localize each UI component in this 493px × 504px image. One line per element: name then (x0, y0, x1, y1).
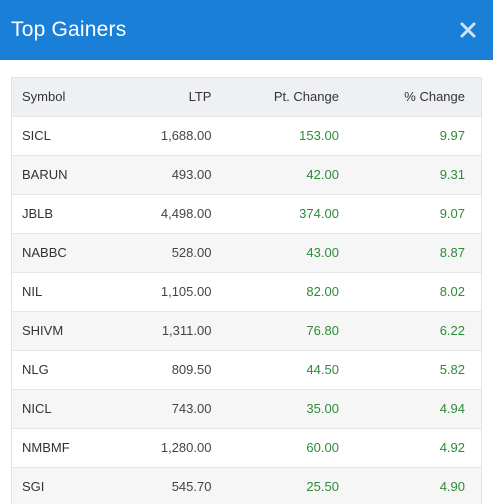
pct-change-cell: 9.97 (439, 128, 465, 143)
pt-change-cell: 76.80 (306, 323, 339, 338)
pct-change-cell: 4.90 (439, 479, 465, 495)
table-row[interactable]: JBLB 4,498.00 374.00 9.07 (12, 194, 481, 233)
pt-change-cell: 153.00 (299, 128, 339, 143)
pct-change-cell: 9.07 (439, 206, 465, 221)
close-icon[interactable] (456, 18, 480, 42)
table-row[interactable]: NIL 1,105.00 82.00 8.02 (12, 272, 481, 311)
column-header-pt-change[interactable]: Pt. Change (273, 89, 339, 105)
column-header-symbol[interactable]: Symbol (22, 89, 66, 105)
pt-change-cell: 82.00 (306, 284, 339, 299)
pt-change-cell: 374.00 (299, 206, 339, 221)
symbol-cell[interactable]: NICL (22, 401, 52, 416)
symbol-cell[interactable]: SICL (22, 128, 51, 143)
pct-change-cell: 9.31 (439, 167, 465, 182)
modal-title: Top Gainers (11, 18, 127, 41)
ltp-cell: 1,105.00 (160, 284, 212, 299)
pct-change-cell: 4.92 (439, 440, 465, 455)
pct-change-cell: 6.22 (439, 323, 465, 338)
pt-change-cell: 44.50 (306, 362, 339, 377)
table-body: SICL 1,688.00 153.00 9.97 BARUN 493.00 42.00 9.… (12, 116, 481, 504)
pct-change-cell: 4.94 (439, 401, 465, 416)
ltp-cell: 4,498.00 (160, 206, 212, 221)
symbol-cell[interactable]: JBLB (22, 206, 54, 221)
table-row[interactable]: NICL 743.00 35.00 4.94 (12, 389, 481, 428)
ltp-cell: 528.00 (171, 245, 212, 260)
symbol-cell[interactable]: NABBC (22, 245, 67, 260)
ltp-cell: 1,688.00 (160, 128, 212, 143)
table-row[interactable]: NLG 809.50 44.50 5.82 (12, 350, 481, 389)
table-row[interactable]: SGI 545.70 25.50 4.90 (12, 467, 481, 504)
column-header-pct-change[interactable]: % Change (404, 89, 465, 105)
table-row[interactable]: NMBMF 1,280.00 60.00 4.92 (12, 428, 481, 467)
table-row[interactable]: BARUN 493.00 42.00 9.31 (12, 155, 481, 194)
symbol-cell[interactable]: SHIVM (22, 323, 64, 338)
ltp-cell: 545.70 (171, 479, 212, 495)
symbol-cell[interactable]: NMBMF (22, 440, 70, 455)
ltp-cell: 1,280.00 (160, 440, 212, 455)
symbol-cell[interactable]: SGI (22, 479, 45, 495)
table-row[interactable]: SICL 1,688.00 153.00 9.97 (12, 116, 481, 155)
symbol-cell[interactable]: NLG (22, 362, 49, 377)
ltp-cell: 809.50 (171, 362, 212, 377)
pt-change-cell: 42.00 (306, 167, 339, 182)
pt-change-cell: 35.00 (306, 401, 339, 416)
table-row[interactable]: NABBC 528.00 43.00 8.87 (12, 233, 481, 272)
gainers-table-container: Symbol LTP Pt. Change % Change SICL 1,688… (11, 77, 482, 504)
pct-change-cell: 8.02 (439, 284, 465, 299)
symbol-cell[interactable]: NIL (22, 284, 43, 299)
ltp-cell: 1,311.00 (161, 323, 212, 338)
modal-header: Top Gainers (0, 0, 493, 60)
pt-change-cell: 43.00 (306, 245, 339, 260)
pt-change-cell: 60.00 (306, 440, 339, 455)
gainers-table: Symbol LTP Pt. Change % Change SICL 1,688… (12, 78, 481, 504)
pt-change-cell: 25.50 (306, 479, 339, 495)
ltp-cell: 743.00 (171, 401, 212, 416)
ltp-cell: 493.00 (171, 167, 212, 182)
table-header-row: Symbol LTP Pt. Change % Change (12, 78, 481, 116)
symbol-cell[interactable]: BARUN (22, 167, 68, 182)
pct-change-cell: 5.82 (439, 362, 465, 377)
pct-change-cell: 8.87 (439, 245, 465, 260)
column-header-ltp[interactable]: LTP (188, 89, 212, 105)
table-row[interactable]: SHIVM 1,311.00 76.80 6.22 (12, 311, 481, 350)
